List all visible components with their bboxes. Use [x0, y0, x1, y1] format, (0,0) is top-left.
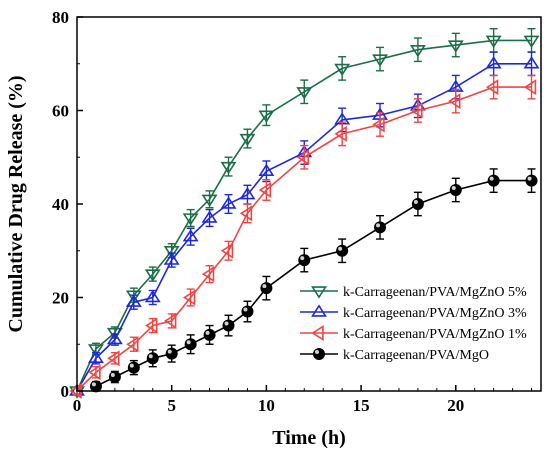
data-point — [523, 35, 540, 49]
data-point — [411, 198, 424, 210]
data-point — [260, 282, 273, 295]
legend-label: k-Carrageenan/PVA/MgZnO 1% — [343, 327, 527, 342]
data-point — [107, 350, 120, 367]
x-tick-label: 0 — [73, 396, 82, 415]
data-point — [523, 79, 537, 96]
data-point — [108, 370, 121, 383]
data-point — [165, 347, 178, 360]
data-point — [334, 63, 351, 77]
legend-entry-3: k-Carrageenan/PVA/MgZnO 1% — [300, 325, 527, 342]
legend-marker — [311, 304, 327, 317]
x-tick-label: 15 — [353, 396, 370, 415]
data-point — [296, 87, 313, 100]
data-point — [182, 229, 199, 242]
data-point — [449, 183, 462, 196]
data-point — [486, 79, 499, 96]
data-point — [220, 161, 237, 175]
data-point — [87, 344, 104, 357]
data-point — [298, 254, 311, 267]
legend-marker — [311, 325, 324, 341]
data-point — [89, 380, 102, 393]
data-point — [374, 221, 387, 234]
data-point — [336, 244, 349, 257]
legend-label: k-Carrageenan/PVA/MgZnO 5% — [343, 285, 527, 300]
legend: k-Carrageenan/PVA/MgZnO 5% k-Carrageenan/… — [300, 285, 527, 363]
data-point — [106, 331, 123, 345]
data-point — [182, 289, 196, 306]
x-tick-label: 20 — [447, 396, 464, 415]
y-tick-label: 20 — [52, 289, 69, 308]
data-point — [145, 317, 158, 334]
legend-entry-1: k-Carrageenan/PVA/MgZnO 5% — [300, 285, 527, 300]
data-point — [448, 93, 461, 110]
legend-marker — [313, 348, 325, 360]
data-point — [409, 45, 426, 58]
data-point — [258, 163, 275, 176]
data-point — [201, 194, 218, 207]
series-line — [76, 86, 532, 392]
data-point — [163, 246, 180, 259]
data-point — [241, 305, 254, 318]
data-point — [258, 110, 275, 123]
data-point — [220, 196, 237, 209]
data-point — [201, 210, 218, 223]
legend-entry-4: k-Carrageenan/PVA/MgO — [300, 348, 489, 363]
data-point — [222, 319, 235, 332]
data-point — [410, 102, 423, 119]
data-point — [201, 266, 215, 283]
legend-label: k-Carrageenan/PVA/MgZnO 3% — [343, 306, 527, 321]
axes: 0 5 10 15 20 0 20 40 60 80 — [52, 8, 533, 415]
data-point — [144, 289, 161, 303]
y-axis-title: Cumulative Drug Release (%) — [5, 75, 27, 332]
data-point — [184, 338, 197, 351]
y-tick-label: 40 — [52, 195, 69, 214]
data-point — [126, 336, 139, 353]
data-point — [125, 290, 142, 303]
data-point — [164, 312, 177, 329]
plot-area — [69, 27, 540, 399]
data-point — [296, 149, 309, 166]
legend-entry-2: k-Carrageenan/PVA/MgZnO 3% — [300, 304, 527, 321]
y-tick-label: 60 — [52, 102, 69, 121]
data-point — [239, 133, 256, 147]
series-4 — [89, 168, 538, 393]
x-axis-title: Time (h) — [272, 427, 346, 449]
data-point — [88, 364, 101, 381]
data-point — [127, 361, 140, 374]
data-point — [487, 174, 500, 187]
data-point — [485, 56, 502, 69]
data-point — [258, 182, 272, 198]
data-point — [372, 54, 388, 67]
data-point — [203, 328, 216, 341]
legend-label: k-Carrageenan/PVA/MgO — [343, 348, 489, 363]
data-point — [146, 352, 159, 365]
data-point — [447, 40, 464, 53]
series-line — [76, 63, 532, 392]
data-point — [182, 213, 199, 226]
x-tick-label: 5 — [167, 396, 176, 415]
data-point — [485, 35, 502, 49]
data-point — [372, 116, 385, 133]
data-point — [239, 186, 256, 200]
data-point — [239, 205, 253, 222]
legend-marker — [311, 286, 327, 299]
data-point — [334, 125, 347, 142]
series-3 — [69, 74, 537, 399]
data-point — [523, 56, 540, 69]
y-tick-label: 80 — [52, 8, 69, 27]
data-point — [220, 242, 234, 259]
data-point — [144, 269, 161, 282]
data-point — [125, 294, 142, 307]
data-point — [87, 350, 104, 363]
x-tick-label: 10 — [258, 396, 275, 415]
data-point — [163, 252, 180, 265]
data-point — [525, 174, 538, 187]
y-tick-label: 0 — [61, 382, 70, 401]
